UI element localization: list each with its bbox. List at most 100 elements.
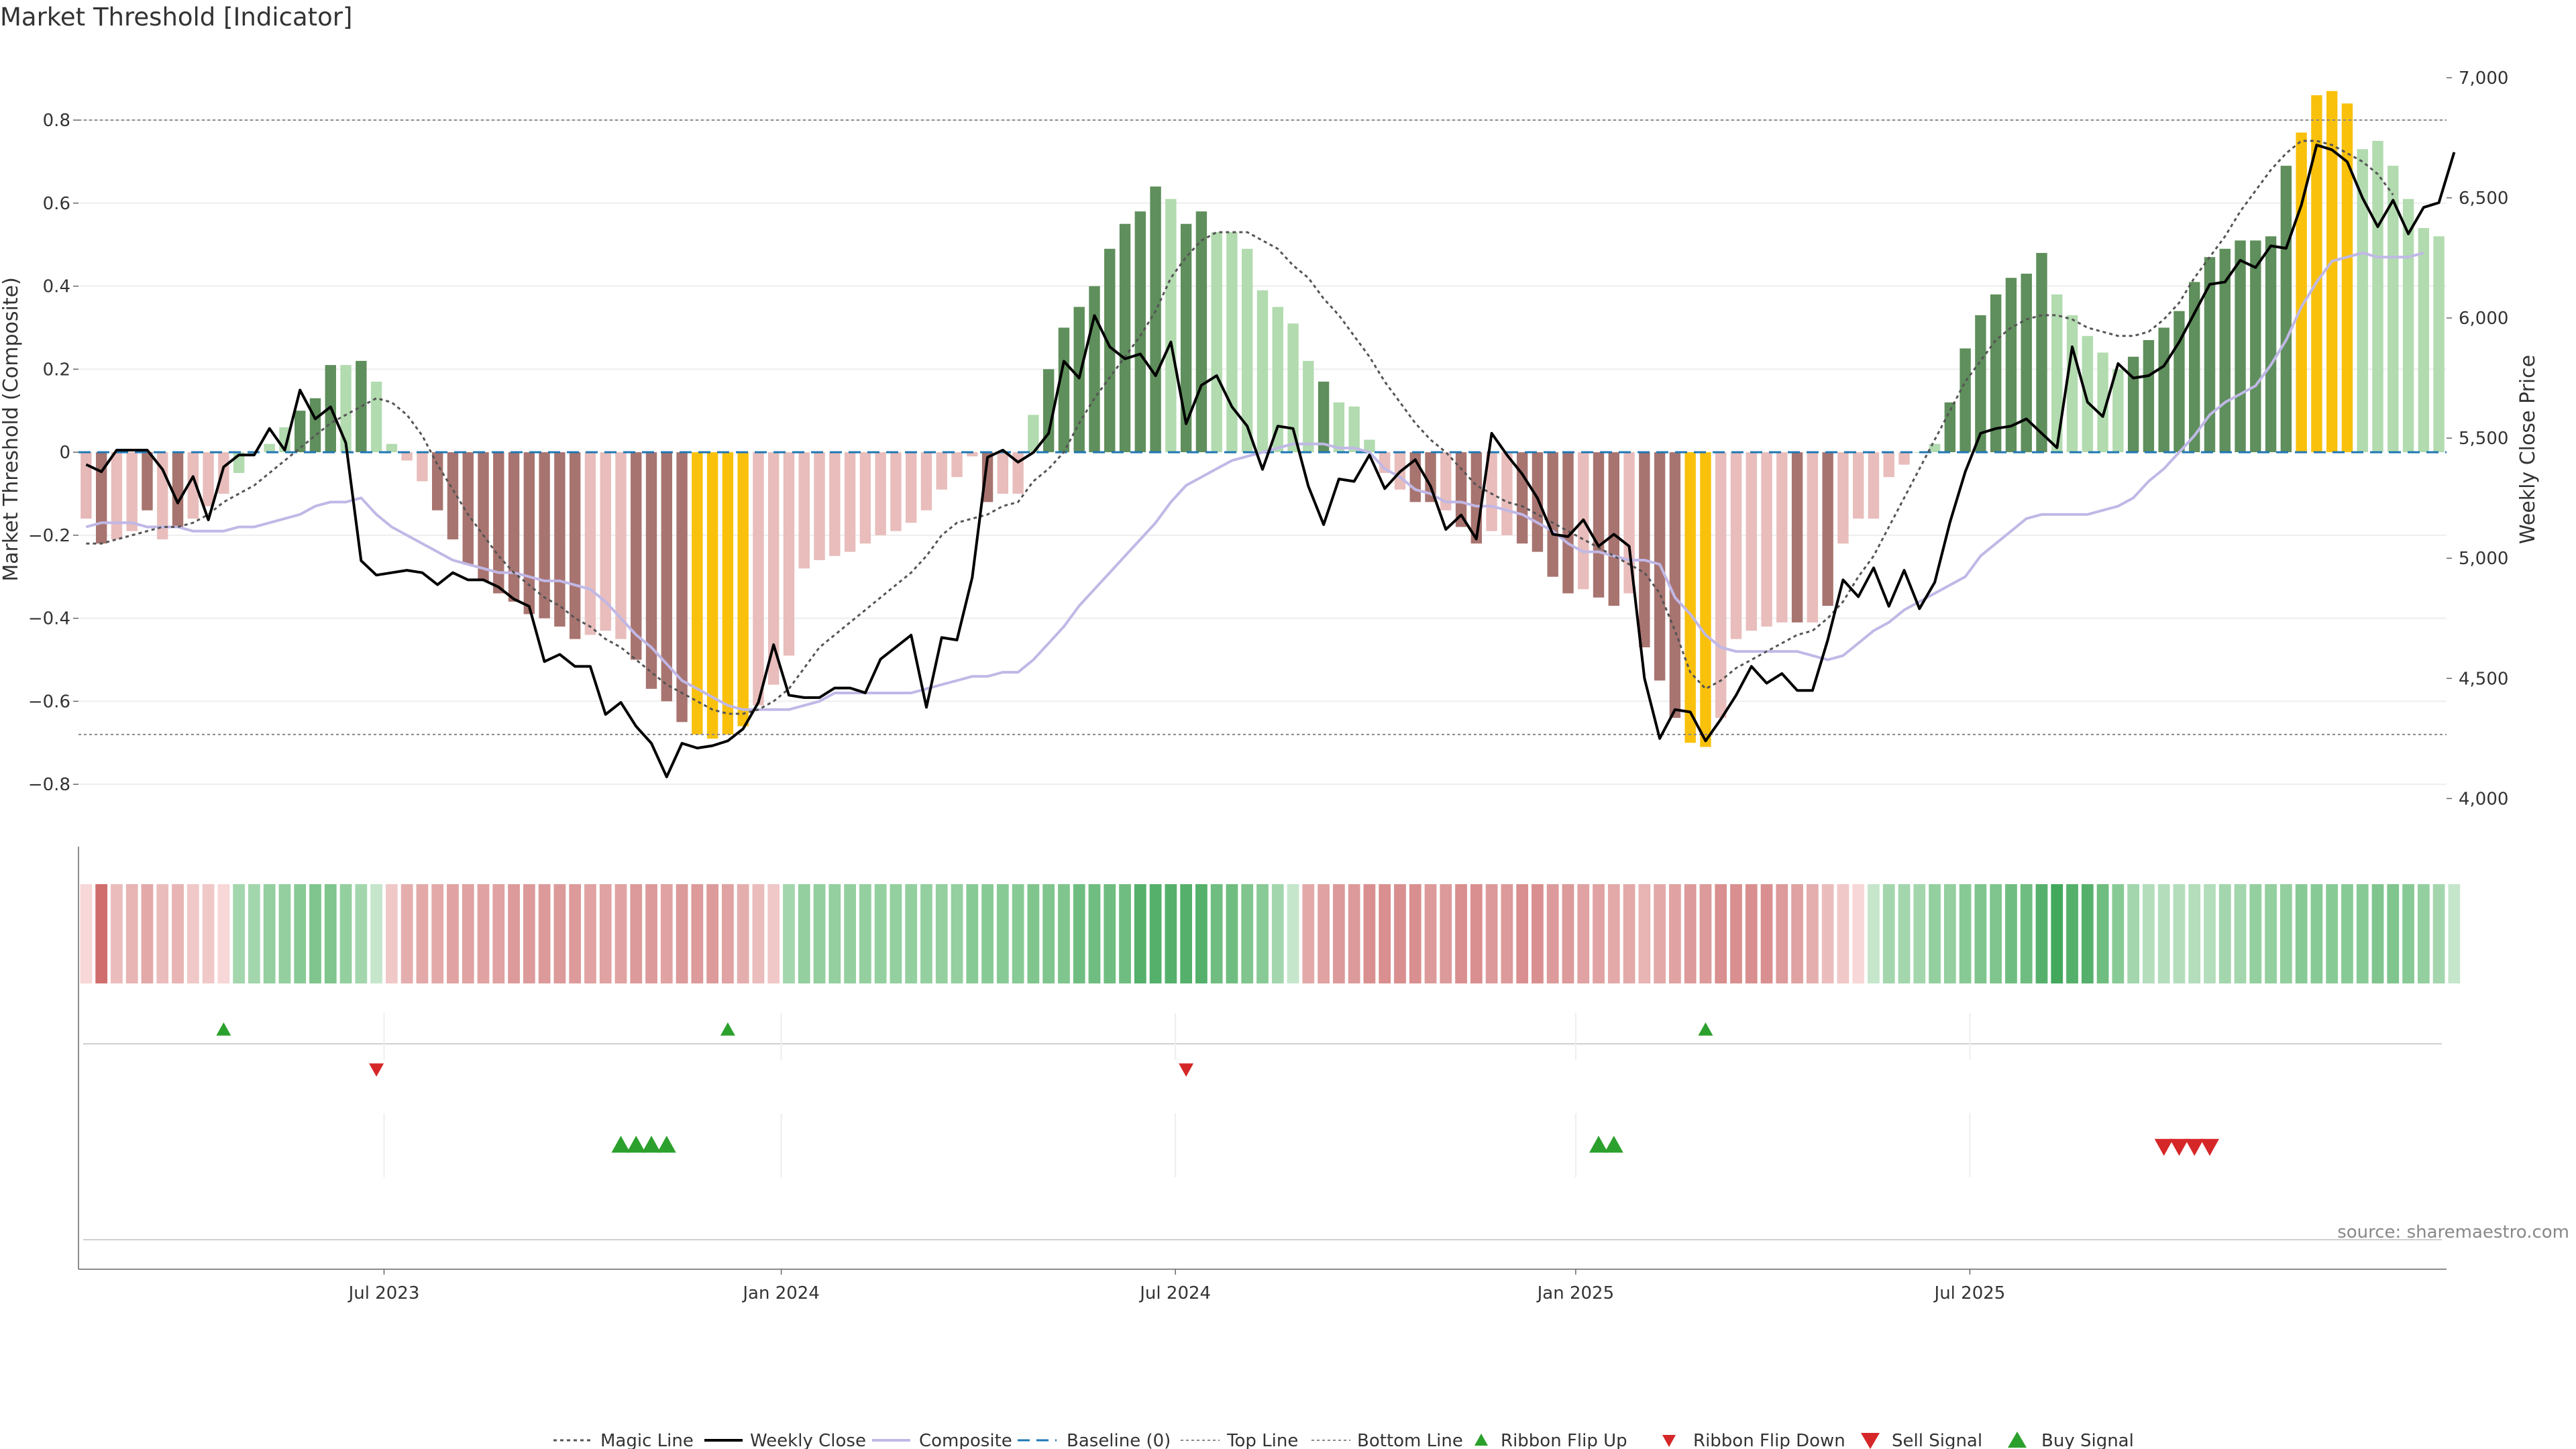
ribbon-cell bbox=[1348, 884, 1360, 983]
composite-bar bbox=[676, 452, 688, 722]
ribbon-cell bbox=[676, 884, 688, 983]
ribbon-cell bbox=[1256, 884, 1269, 983]
x-axis: Jul 2023 Jan 2024 Jul 2024 Jan 2025 Jul 2025 bbox=[347, 1269, 2005, 1303]
y-right-tick-label-3: 5,500 bbox=[2459, 429, 2508, 449]
ribbon-cell bbox=[2020, 884, 2033, 983]
ribbon-cell bbox=[202, 884, 215, 983]
ribbon-cell bbox=[523, 884, 535, 983]
ribbon-cell bbox=[1593, 884, 1605, 983]
ribbon-cell bbox=[125, 884, 138, 983]
ribbon-cell bbox=[1898, 884, 1911, 983]
ribbon-cell bbox=[2279, 884, 2292, 983]
ribbon-cell bbox=[951, 884, 963, 983]
sell-signal-marker bbox=[2169, 1138, 2189, 1156]
composite-bar bbox=[1837, 452, 1849, 544]
ribbon-cell bbox=[508, 884, 520, 983]
ribbon-flip-down-marker bbox=[1179, 1063, 1194, 1077]
composite-bar bbox=[2204, 257, 2216, 453]
ribbon-cell bbox=[1607, 884, 1620, 983]
composite-bar bbox=[1318, 381, 1330, 453]
legend: Magic Line Weekly Close Composite Baseli… bbox=[553, 1431, 2134, 1449]
y-left-tick-label-4: 0 bbox=[59, 443, 70, 463]
buy-signal-marker bbox=[657, 1136, 676, 1153]
weekly-close-line bbox=[85, 144, 2456, 779]
composite-bar bbox=[1852, 452, 1864, 519]
ribbon-cell bbox=[111, 884, 123, 983]
x-tick-label-0: Jul 2023 bbox=[347, 1283, 420, 1303]
ribbon-cell bbox=[431, 884, 444, 983]
ribbon-cell bbox=[859, 884, 871, 983]
ribbon-cell bbox=[278, 884, 291, 983]
ribbon-cell bbox=[660, 884, 673, 983]
chart-title: Market Threshold [Indicator] bbox=[0, 3, 352, 32]
legend-item-ribbon-flip-up: Ribbon Flip Up bbox=[1474, 1431, 1627, 1449]
ribbon-cell bbox=[477, 884, 490, 983]
ribbon-cell bbox=[584, 884, 596, 983]
ribbon-cell bbox=[1715, 884, 1727, 983]
legend-swatch-buy-signal bbox=[2008, 1432, 2027, 1448]
legend-item-weekly-close: Weekly Close bbox=[704, 1431, 866, 1449]
composite-bar bbox=[1379, 452, 1391, 474]
composite-bar bbox=[1898, 452, 1910, 465]
ribbon-cell bbox=[1852, 884, 1865, 983]
ribbon-cell bbox=[492, 884, 505, 983]
ribbon-cell bbox=[1088, 884, 1101, 983]
composite-bar bbox=[722, 452, 734, 735]
ribbon-cell bbox=[1287, 884, 1299, 983]
signal-markers bbox=[216, 1022, 2219, 1156]
composite-bar bbox=[997, 452, 1009, 494]
sell-signal-marker bbox=[2200, 1138, 2219, 1156]
ribbon-cell bbox=[813, 884, 826, 983]
composite-bar bbox=[1287, 323, 1299, 453]
composite-bar bbox=[2158, 327, 2169, 453]
ribbon-cell bbox=[706, 884, 719, 983]
composite-bar bbox=[600, 452, 611, 631]
ribbon-cell bbox=[1195, 884, 1208, 983]
y-axis-left-label: Market Threshold (Composite) bbox=[0, 277, 23, 582]
ribbon-strip bbox=[80, 884, 2461, 983]
composite-bar bbox=[1868, 452, 1880, 519]
ribbon-cell bbox=[1990, 884, 2002, 983]
ribbon-cell bbox=[1012, 884, 1024, 983]
ribbon-cell bbox=[1363, 884, 1376, 983]
composite-bar bbox=[2082, 335, 2094, 453]
ribbon-cell bbox=[2417, 884, 2430, 983]
ribbon-cell bbox=[2188, 884, 2201, 983]
composite-bar bbox=[447, 452, 459, 540]
legend-swatch-ribbon-flip-up bbox=[1474, 1434, 1488, 1446]
composite-bar bbox=[1608, 452, 1620, 606]
legend-item-magic-line: Magic Line bbox=[553, 1431, 694, 1449]
ribbon-cell bbox=[2249, 884, 2262, 983]
ribbon-cell bbox=[1562, 884, 1574, 983]
y-right-tick-label-5: 4,500 bbox=[2459, 669, 2508, 689]
ribbon-cell bbox=[2265, 884, 2277, 983]
composite-bar bbox=[539, 452, 550, 619]
ribbon-cell bbox=[874, 884, 887, 983]
ribbon-cell bbox=[1821, 884, 1834, 983]
composite-bar bbox=[584, 452, 596, 635]
composite-bar bbox=[783, 452, 795, 656]
ribbon-cell bbox=[737, 884, 749, 983]
composite-bar bbox=[1425, 452, 1436, 502]
legend-item-baseline: Baseline (0) bbox=[1018, 1431, 1171, 1449]
ribbon-cell bbox=[1516, 884, 1529, 983]
ribbon-cell bbox=[1837, 884, 1849, 983]
composite-bar bbox=[1256, 290, 1269, 453]
ribbon-cell bbox=[2387, 884, 2400, 983]
composite-bar bbox=[967, 452, 978, 457]
composite-bar bbox=[2005, 278, 2017, 453]
ribbon-cell bbox=[2143, 884, 2155, 983]
composite-bar bbox=[2326, 91, 2338, 453]
ribbon-cell bbox=[1271, 884, 1284, 983]
composite-bar bbox=[2127, 356, 2139, 453]
composite-bar bbox=[1639, 452, 1650, 647]
y-right-tick-label-6: 4,000 bbox=[2459, 789, 2508, 809]
ribbon-cell bbox=[996, 884, 1009, 983]
ribbon-cell bbox=[1577, 884, 1590, 983]
composite-bar bbox=[1960, 348, 1971, 453]
composite-bar bbox=[615, 452, 627, 639]
ribbon-cell bbox=[2295, 884, 2308, 983]
ribbon-cell bbox=[1776, 884, 1788, 983]
y-left-tick-label-1: 0.6 bbox=[43, 194, 70, 214]
ribbon-cell bbox=[1501, 884, 1513, 983]
